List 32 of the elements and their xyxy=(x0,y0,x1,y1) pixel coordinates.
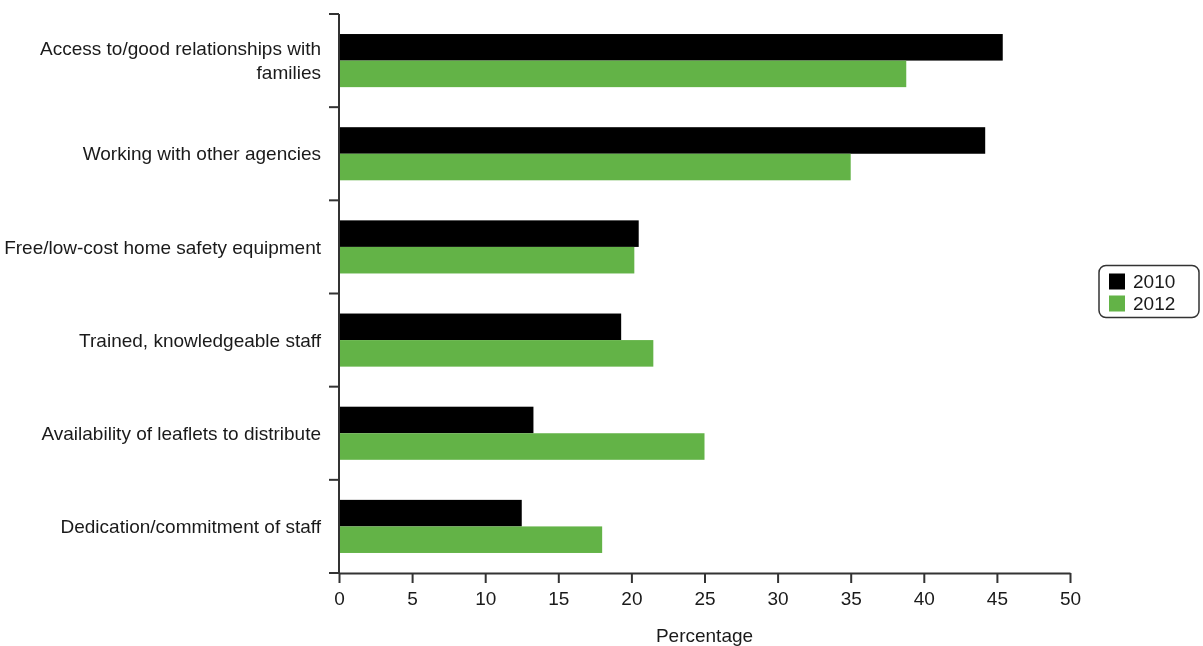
x-tick-label: 30 xyxy=(767,588,789,609)
bar xyxy=(339,153,851,181)
bar xyxy=(339,499,522,527)
bar xyxy=(339,60,907,88)
x-tick-label: 35 xyxy=(840,588,862,609)
y-tick-label: Access to/good relationships with families xyxy=(40,38,321,84)
y-tick-label: Trained, knowledgeable staff xyxy=(79,329,322,351)
bar xyxy=(339,406,534,434)
x-tick-label: 25 xyxy=(694,588,716,609)
bar xyxy=(339,340,654,367)
y-tick-label: Free/low-cost home safety equipment xyxy=(4,236,322,258)
x-tick-label: 15 xyxy=(548,588,570,609)
x-tick-label: 45 xyxy=(986,588,1008,609)
bar xyxy=(339,220,639,247)
legend-label: 2012 xyxy=(1133,293,1176,315)
bar xyxy=(339,433,705,460)
legend-label: 2010 xyxy=(1133,271,1176,293)
bar xyxy=(339,127,986,154)
bar xyxy=(339,34,1003,61)
y-tick-label: Availability of leaflets to distribute xyxy=(41,422,321,444)
x-tick-label: 20 xyxy=(621,588,643,609)
bar xyxy=(339,246,635,274)
x-tick-label: 10 xyxy=(475,588,497,609)
y-tick-label: Dedication/commitment of staff xyxy=(60,516,322,538)
x-axis-title: Percentage xyxy=(655,625,754,646)
bar xyxy=(339,526,603,553)
x-tick-label: 50 xyxy=(1059,588,1082,609)
x-tick-label: 0 xyxy=(334,588,345,609)
x-tick-label: 40 xyxy=(913,588,935,609)
x-tick-label: 5 xyxy=(407,588,418,609)
y-tick-label: Working with other agencies xyxy=(82,143,321,165)
bar xyxy=(339,313,622,341)
